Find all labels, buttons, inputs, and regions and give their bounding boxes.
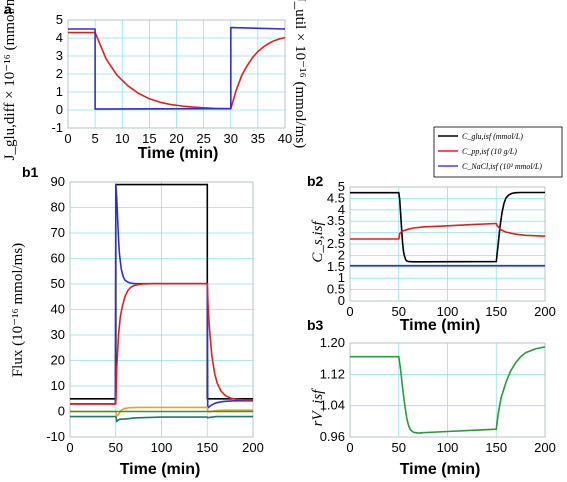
b1-x-title: Time (min) bbox=[120, 461, 201, 478]
x-tick-label: 100 bbox=[437, 440, 459, 455]
x-tick-label: 10 bbox=[115, 131, 129, 146]
x-tick-label: 15 bbox=[142, 131, 156, 146]
y-tick-label: 20 bbox=[51, 353, 65, 368]
b3-x-title: Time (min) bbox=[400, 461, 481, 478]
y-tick-label: 90 bbox=[51, 174, 65, 189]
y-tick-label: 2.5 bbox=[327, 236, 345, 251]
y-tick-label: 1.20 bbox=[320, 335, 345, 350]
y-tick-label: 50 bbox=[51, 276, 65, 291]
legend-label-pp: C_pp,isf (10 g/L) bbox=[462, 147, 517, 156]
x-tick-label: 50 bbox=[109, 440, 123, 455]
panel-label-a: a bbox=[4, 1, 12, 17]
series-line-blue bbox=[70, 183, 253, 409]
x-tick-label: 200 bbox=[534, 304, 556, 319]
x-tick-label: 150 bbox=[485, 304, 507, 319]
a-right-y-title: J_util × 10⁻¹⁶ (mmol/ms) bbox=[292, 0, 308, 148]
y-tick-label: 60 bbox=[51, 251, 65, 266]
panel-label-b1: b1 bbox=[22, 164, 39, 180]
x-tick-label: 0 bbox=[64, 131, 71, 146]
plot-frame bbox=[349, 342, 546, 438]
chart-b2: 0 50 100 150 200 00.511.522.533.544.55 bbox=[327, 179, 556, 319]
x-tick-label: 20 bbox=[169, 131, 183, 146]
x-tick-label: 40 bbox=[278, 131, 292, 146]
y-tick-label: 4 bbox=[338, 202, 345, 217]
y-tick-label: 0 bbox=[56, 102, 63, 117]
x-tick-label: 0 bbox=[346, 304, 353, 319]
y-tick-label: 1 bbox=[338, 270, 345, 285]
series-line-blue bbox=[68, 26, 286, 110]
x-tick-label: 30 bbox=[224, 131, 238, 146]
x-tick-label: 200 bbox=[242, 440, 264, 455]
b2-x-title: Time (min) bbox=[400, 317, 481, 334]
x-tick-label: 150 bbox=[196, 440, 218, 455]
legend-label-nacl: C_NaCl,isf (10² mmol/L) bbox=[462, 162, 542, 171]
y-tick-label: 2 bbox=[338, 247, 345, 262]
x-tick-label: 0 bbox=[346, 440, 353, 455]
panel-label-b3: b3 bbox=[307, 317, 324, 333]
x-tick-label: 150 bbox=[485, 440, 507, 455]
x-tick-label: 5 bbox=[92, 131, 99, 146]
y-tick-label: 80 bbox=[51, 200, 65, 215]
y-tick-label: 0 bbox=[338, 293, 345, 308]
y-tick-label: 40 bbox=[51, 302, 65, 317]
y-tick-label: 1.12 bbox=[320, 366, 345, 381]
y-tick-label: 3 bbox=[56, 48, 63, 63]
series-line-red bbox=[70, 282, 254, 405]
series-line-black bbox=[70, 183, 253, 400]
series-line-red bbox=[350, 222, 546, 240]
b2-y-title: C_s,isf bbox=[310, 220, 326, 263]
y-tick-label: 0 bbox=[58, 404, 65, 419]
y-tick-label: 5 bbox=[56, 12, 63, 27]
y-tick-label: 4 bbox=[56, 30, 63, 45]
plot-frame bbox=[69, 181, 254, 438]
series-line-black bbox=[350, 191, 545, 263]
y-tick-label: 1 bbox=[56, 84, 63, 99]
x-tick-label: 35 bbox=[251, 131, 265, 146]
x-tick-label: 0 bbox=[66, 440, 73, 455]
b3-y-title: rV_isf bbox=[310, 388, 326, 427]
legend: C_glu,isf (mmol/L) C_pp,isf (10 g/L) C_N… bbox=[433, 126, 563, 178]
b1-y-title: Flux (10⁻¹⁶ mmol/ms) bbox=[10, 243, 26, 377]
plot-frame bbox=[349, 186, 546, 302]
a-x-title: Time (min) bbox=[138, 145, 219, 162]
y-tick-label: 70 bbox=[51, 225, 65, 240]
x-tick-label: 100 bbox=[437, 304, 459, 319]
x-tick-label: 25 bbox=[196, 131, 210, 146]
y-tick-label: 3 bbox=[338, 225, 345, 240]
x-tick-label: 100 bbox=[151, 440, 173, 455]
y-tick-label: -1 bbox=[51, 120, 63, 135]
plot-frame bbox=[67, 19, 286, 129]
series-line-teal bbox=[70, 415, 253, 423]
y-tick-label: 2 bbox=[56, 66, 63, 81]
panel-label-b2: b2 bbox=[307, 173, 324, 189]
y-tick-label: 30 bbox=[51, 327, 65, 342]
y-tick-label: 4.5 bbox=[327, 190, 345, 205]
chart-b3: 0 50 100 150 200 0.96 1.04 1.12 1.20 bbox=[320, 335, 556, 455]
series-line-green bbox=[350, 346, 546, 434]
y-tick-label: 1.5 bbox=[327, 259, 345, 274]
legend-label-glu: C_glu,isf (mmol/L) bbox=[462, 132, 523, 141]
y-tick-label: 5 bbox=[338, 179, 345, 194]
y-tick-label: -10 bbox=[46, 429, 65, 444]
y-tick-label: 3.5 bbox=[327, 213, 345, 228]
x-tick-label: 50 bbox=[392, 304, 406, 319]
y-tick-label: 1.04 bbox=[320, 398, 345, 413]
x-tick-label: 200 bbox=[534, 440, 556, 455]
y-tick-label: 0.96 bbox=[320, 429, 345, 444]
x-tick-label: 50 bbox=[392, 440, 406, 455]
y-tick-label: 0.5 bbox=[327, 282, 345, 297]
y-tick-label: 10 bbox=[51, 378, 65, 393]
a-left-y-title: J_glu,diff × 10⁻¹⁶ (mmol/ms) bbox=[2, 0, 18, 160]
